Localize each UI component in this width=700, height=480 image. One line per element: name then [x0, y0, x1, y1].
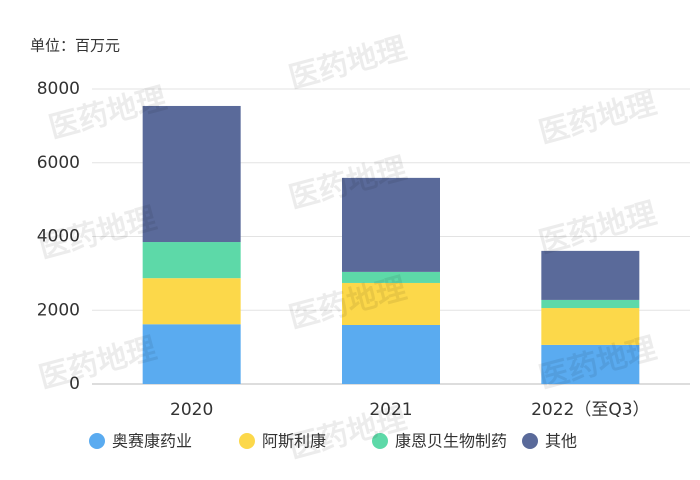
legend-label: 其他	[545, 432, 577, 451]
bar-segment	[142, 278, 241, 325]
legend-marker	[239, 433, 255, 449]
watermark: 医药地理	[535, 86, 660, 151]
watermark: 医药地理	[35, 201, 160, 266]
bar-segment	[142, 242, 241, 279]
y-tick-label: 2000	[37, 300, 80, 320]
bar-segment	[541, 299, 640, 309]
y-tick-label: 8000	[37, 79, 80, 99]
legend-label: 康恩贝生物制药	[395, 432, 507, 451]
bar-segment	[342, 271, 440, 283]
bar-segment	[541, 250, 640, 300]
x-tick-label: 2021	[369, 400, 412, 420]
y-tick-label: 0	[69, 374, 80, 394]
unit-label: 单位：百万元	[30, 37, 120, 55]
legend-marker	[522, 433, 538, 449]
bar-segment	[541, 344, 640, 384]
legend-label: 奥赛康药业	[112, 432, 192, 451]
bar-segment	[142, 105, 241, 243]
y-tick-label: 6000	[37, 153, 80, 173]
bar-segment	[342, 325, 440, 384]
bar-segment	[342, 177, 440, 272]
legend-marker	[89, 433, 105, 449]
bar-segment	[541, 308, 640, 345]
legend-marker	[372, 433, 388, 449]
y-tick-label: 4000	[37, 227, 80, 247]
x-tick-label: 2020	[170, 400, 213, 420]
watermark: 医药地理	[285, 31, 410, 96]
watermark: 医药地理	[35, 331, 160, 396]
bar-segment	[142, 324, 241, 384]
watermark: 医药地理	[285, 401, 410, 466]
x-tick-label: 2022（至Q3）	[531, 400, 649, 420]
legend-label: 阿斯利康	[262, 432, 326, 451]
bar-segment	[342, 282, 440, 325]
